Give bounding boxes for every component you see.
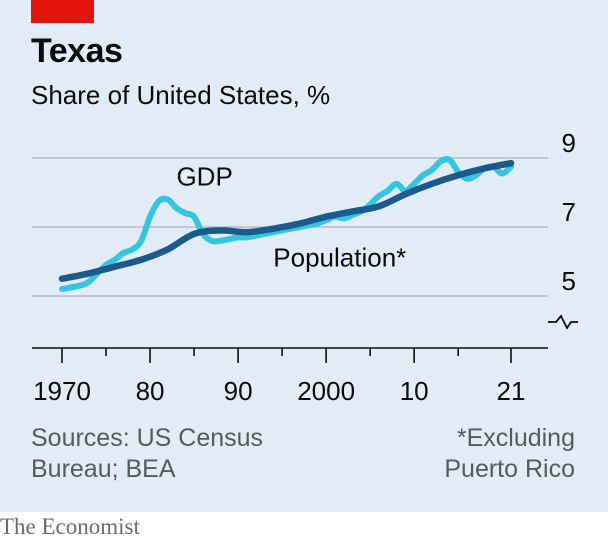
line-chart: 5 7 9 1970 80 90 2000 10 21 GDP Population* [32, 128, 578, 406]
sources-note: Sources: US Census Bureau; BEA [31, 423, 263, 485]
series-label-gdp: GDP [176, 162, 232, 192]
y-tick-label-5: 5 [562, 266, 576, 296]
footnote-line-1: *Excluding [456, 424, 575, 452]
sources-line-1: Sources: US Census [31, 424, 264, 452]
sources-line-2: Bureau; BEA [31, 455, 176, 483]
x-tick-label-2021: 21 [497, 376, 526, 406]
x-tick-label-1980: 80 [136, 376, 165, 406]
x-tick-label-1970: 1970 [33, 376, 91, 406]
x-tick-label-2000: 2000 [297, 376, 355, 406]
label-layer: 5 7 9 1970 80 90 2000 10 21 GDP Population* [33, 128, 576, 406]
brand-logo-text: The Economist [0, 514, 140, 539]
brand-red-tag [31, 0, 94, 23]
y-tick-label-7: 7 [562, 197, 576, 227]
chart-subtitle: Share of United States, % [31, 80, 331, 110]
footnote: *Excluding Puerto Rico [444, 423, 575, 485]
series-layer [58, 156, 515, 293]
chart-panel [0, 0, 608, 512]
y-axis-break [548, 314, 578, 330]
series-label-population: Population* [273, 243, 406, 273]
x-tick-label-1990: 90 [224, 376, 253, 406]
axis-break-icon [548, 314, 578, 330]
x-axis [32, 347, 548, 363]
series-line-population [58, 159, 515, 282]
footnote-line-2: Puerto Rico [444, 455, 575, 483]
y-tick-label-9: 9 [562, 128, 576, 158]
chart-title: Texas [31, 32, 123, 70]
x-tick-label-2010: 10 [400, 376, 429, 406]
